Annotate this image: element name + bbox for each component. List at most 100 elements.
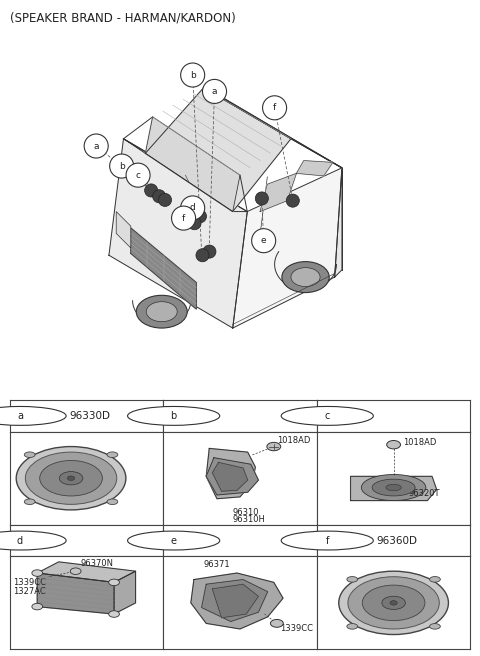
Circle shape: [108, 611, 120, 617]
Text: f: f: [273, 103, 276, 112]
Circle shape: [109, 154, 134, 178]
Text: d: d: [17, 535, 23, 546]
Circle shape: [252, 229, 276, 253]
Ellipse shape: [136, 295, 187, 328]
Text: f: f: [182, 214, 185, 222]
Polygon shape: [191, 573, 283, 629]
Text: 96360D: 96360D: [376, 535, 417, 546]
Circle shape: [153, 190, 166, 203]
Ellipse shape: [146, 302, 177, 321]
Circle shape: [67, 476, 75, 480]
Circle shape: [0, 407, 66, 425]
Ellipse shape: [361, 474, 426, 501]
Ellipse shape: [24, 452, 35, 457]
Ellipse shape: [25, 452, 117, 504]
Text: 1018AD: 1018AD: [277, 436, 310, 445]
Text: e: e: [171, 535, 177, 546]
Circle shape: [108, 579, 120, 586]
Circle shape: [203, 79, 227, 104]
Text: 96310H: 96310H: [232, 516, 265, 525]
Ellipse shape: [16, 447, 126, 510]
Ellipse shape: [107, 452, 118, 457]
Text: c: c: [135, 171, 141, 180]
Circle shape: [390, 601, 397, 605]
Text: b: b: [190, 71, 195, 79]
Polygon shape: [212, 584, 258, 618]
Polygon shape: [202, 580, 268, 621]
Polygon shape: [206, 449, 255, 499]
Text: f: f: [325, 535, 329, 546]
Polygon shape: [131, 228, 196, 309]
Polygon shape: [206, 458, 258, 495]
Polygon shape: [145, 88, 291, 211]
Circle shape: [263, 96, 287, 120]
Text: 96370N: 96370N: [80, 560, 113, 568]
Ellipse shape: [291, 268, 320, 287]
Circle shape: [144, 184, 158, 197]
Circle shape: [255, 192, 268, 205]
Circle shape: [188, 216, 201, 230]
Text: 96310: 96310: [232, 508, 259, 518]
Text: 1339CC: 1339CC: [12, 578, 46, 587]
Ellipse shape: [282, 262, 329, 293]
Polygon shape: [123, 139, 247, 211]
Text: b: b: [119, 161, 124, 171]
Ellipse shape: [24, 499, 35, 504]
Polygon shape: [109, 139, 247, 328]
Text: 1339CC: 1339CC: [280, 625, 313, 634]
Circle shape: [158, 194, 171, 207]
Circle shape: [32, 604, 43, 610]
Ellipse shape: [60, 472, 83, 485]
Polygon shape: [297, 161, 333, 176]
Ellipse shape: [347, 624, 358, 629]
Circle shape: [0, 531, 66, 550]
Circle shape: [281, 407, 373, 425]
Polygon shape: [233, 168, 342, 328]
Text: e: e: [261, 236, 266, 245]
Text: 1327AC: 1327AC: [12, 587, 46, 596]
Polygon shape: [335, 168, 342, 277]
Circle shape: [128, 407, 220, 425]
Ellipse shape: [362, 585, 425, 621]
Polygon shape: [114, 571, 135, 614]
Text: (SPEAKER BRAND - HARMAN/KARDON): (SPEAKER BRAND - HARMAN/KARDON): [10, 11, 235, 24]
Circle shape: [84, 134, 108, 158]
Text: a: a: [17, 411, 23, 421]
Circle shape: [180, 63, 204, 87]
Ellipse shape: [339, 571, 448, 634]
Circle shape: [286, 194, 300, 207]
Circle shape: [126, 163, 150, 187]
Polygon shape: [204, 88, 342, 168]
Ellipse shape: [386, 484, 401, 491]
Circle shape: [270, 619, 283, 627]
Text: c: c: [324, 411, 330, 421]
Circle shape: [196, 249, 209, 262]
Circle shape: [70, 568, 81, 575]
Circle shape: [387, 440, 400, 449]
Circle shape: [267, 442, 281, 451]
Ellipse shape: [348, 577, 439, 629]
Ellipse shape: [430, 624, 440, 629]
Circle shape: [281, 531, 373, 550]
Polygon shape: [145, 117, 240, 211]
Text: d: d: [190, 203, 195, 213]
Ellipse shape: [40, 461, 102, 496]
Polygon shape: [260, 173, 297, 211]
Circle shape: [128, 531, 220, 550]
Circle shape: [171, 206, 195, 230]
Text: a: a: [94, 142, 99, 150]
Text: a: a: [212, 87, 217, 96]
Ellipse shape: [430, 577, 440, 582]
Polygon shape: [37, 573, 114, 614]
Text: b: b: [170, 411, 177, 421]
Polygon shape: [116, 211, 131, 248]
Text: 96330D: 96330D: [69, 411, 110, 421]
Polygon shape: [212, 462, 248, 491]
Circle shape: [203, 245, 216, 258]
Ellipse shape: [382, 596, 405, 609]
Ellipse shape: [107, 499, 118, 504]
Polygon shape: [350, 476, 437, 501]
Ellipse shape: [347, 577, 358, 582]
Circle shape: [32, 570, 43, 577]
Text: 96371: 96371: [204, 560, 230, 569]
